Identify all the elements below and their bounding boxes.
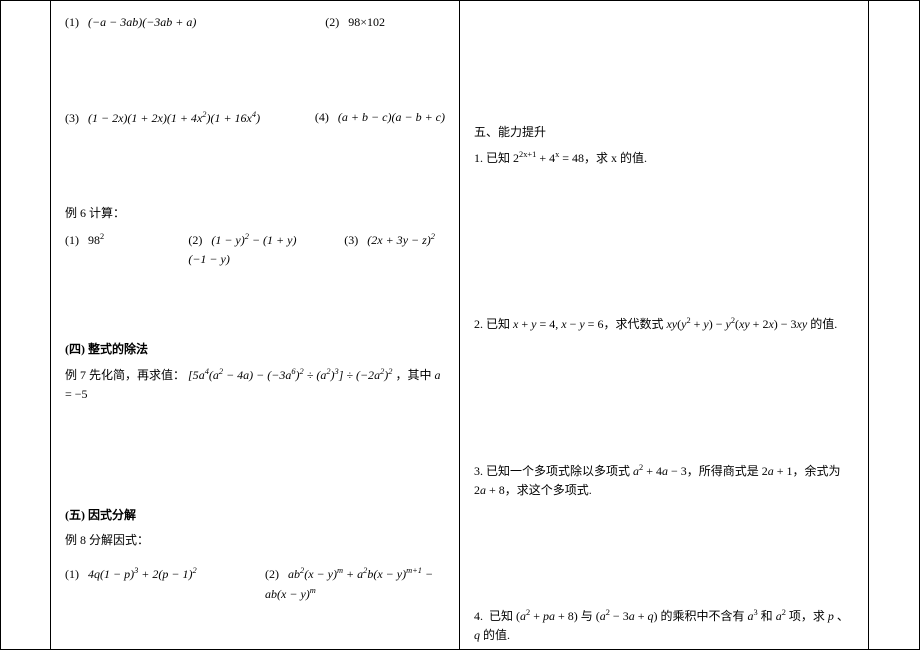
ex6-item-3: (3) (2x + 3y − z)2 xyxy=(312,230,445,269)
question-4: 4. 已知 (a2 + pa + 8) 与 (a2 − 3a + q) 的乘积中… xyxy=(474,606,854,645)
item-2-3: (3) (1 − 2x)(1 + 2x)(1 + 4x2)(1 + 16x4) xyxy=(65,108,295,128)
item-2-4: (4) (a + b − c)(a − b + c) xyxy=(295,108,445,128)
expr: 4q(1 − p)3 + 2(p − 1)2 xyxy=(88,567,197,581)
num: (1) xyxy=(65,567,79,581)
question-1: 1. 已知 22x+1 + 4x = 48，求 x 的值. xyxy=(474,148,854,168)
question-2: 2. 已知 x + y = 4, x − y = 6，求代数式 xy(y2 + … xyxy=(474,314,854,334)
expr: (1 − 2x)(1 + 2x)(1 + 4x2)(1 + 16x4) xyxy=(88,111,260,125)
ex7-text-a: 例 7 先化简，再求值： xyxy=(65,368,185,382)
item-1-2: (2) 98×102 xyxy=(305,13,445,32)
example-7: 例 7 先化简，再求值： [5a4(a2 − 4a) − (−3a6)2 ÷ (… xyxy=(65,365,445,404)
ex7-expr: [5a4(a2 − 4a) − (−3a6)2 ÷ (a2)3] ÷ (−2a2… xyxy=(188,368,392,382)
row-2: (3) (1 − 2x)(1 + 2x)(1 + 4x2)(1 + 16x4) … xyxy=(65,108,445,128)
left-column: (1) (−a − 3ab)(−3ab + a) (2) 98×102 (3) … xyxy=(51,1,460,649)
ex6-item-1: (1) 982 xyxy=(65,230,188,269)
expr: (2x + 3y − z)2 xyxy=(367,233,435,247)
num: (1) xyxy=(65,15,79,29)
section-5-title: (五) 因式分解 xyxy=(65,506,445,525)
row-1: (1) (−a − 3ab)(−3ab + a) (2) 98×102 xyxy=(65,13,445,32)
example-6-title: 例 6 计算： xyxy=(65,204,445,223)
expr: (a + b − c)(a − b + c) xyxy=(338,110,445,124)
num: (1) xyxy=(65,233,79,247)
num: (3) xyxy=(344,233,358,247)
left-margin xyxy=(1,1,51,649)
right-column: 五、能力提升 1. 已知 22x+1 + 4x = 48，求 x 的值. 2. … xyxy=(460,1,869,649)
ex8-item-2: (2) ab2(x − y)m + a2b(x − y)m+1 − ab(x −… xyxy=(245,564,445,604)
example-6-items: (1) 982 (2) (1 − y)2 − (1 + y)(−1 − y) (… xyxy=(65,230,445,269)
right-margin xyxy=(869,1,919,649)
num: (2) xyxy=(325,15,339,29)
item-1-1: (1) (−a − 3ab)(−3ab + a) xyxy=(65,13,305,32)
ex6-item-2: (2) (1 − y)2 − (1 + y)(−1 − y) xyxy=(188,230,311,269)
num: (4) xyxy=(315,110,329,124)
section-ability-title: 五、能力提升 xyxy=(474,123,854,142)
expr: 98×102 xyxy=(348,15,385,29)
example-8-title: 例 8 分解因式： xyxy=(65,531,445,550)
expr: ab2(x − y)m + a2b(x − y)m+1 − ab(x − y)m xyxy=(265,567,433,601)
question-3: 3. 已知一个多项式除以多项式 a2 + 4a − 3，所得商式是 2a + 1… xyxy=(474,461,854,500)
num: (2) xyxy=(265,567,279,581)
num: (2) xyxy=(188,233,202,247)
expr: 982 xyxy=(88,233,104,247)
expr: (−a − 3ab)(−3ab + a) xyxy=(88,15,196,29)
num: (3) xyxy=(65,111,79,125)
ex8-item-1: (1) 4q(1 − p)3 + 2(p − 1)2 xyxy=(65,564,245,604)
example-8-items: (1) 4q(1 − p)3 + 2(p − 1)2 (2) ab2(x − y… xyxy=(65,564,445,604)
section-4-title: (四) 整式的除法 xyxy=(65,340,445,359)
worksheet-page: (1) (−a − 3ab)(−3ab + a) (2) 98×102 (3) … xyxy=(0,0,920,650)
